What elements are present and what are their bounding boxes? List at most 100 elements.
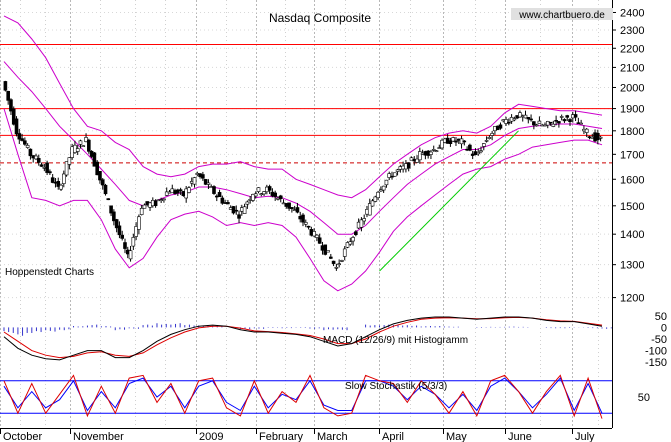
candle-body	[518, 112, 522, 118]
candle-body	[507, 121, 511, 124]
candle-body	[559, 116, 564, 118]
candle-body	[551, 123, 556, 127]
price-tick-label: 1700	[620, 149, 644, 161]
macd-tick-label: -100	[645, 346, 667, 358]
candle-body	[367, 203, 372, 216]
candle-body	[573, 114, 578, 118]
price-tick-label: 1600	[620, 174, 644, 186]
candle-body	[106, 198, 111, 201]
macd-tick-label: 0	[661, 322, 667, 334]
month-label: June	[508, 431, 532, 442]
candle-body	[387, 173, 392, 178]
candle-body	[100, 179, 105, 186]
candle-body	[317, 237, 322, 244]
candle-body	[23, 140, 27, 145]
candle-body	[137, 216, 141, 230]
candle-body	[498, 124, 503, 129]
candle-body	[454, 140, 458, 143]
candle-body	[312, 231, 316, 237]
price-tick-label: 2100	[620, 62, 644, 74]
candle-body	[359, 219, 364, 228]
candle-body	[164, 191, 169, 196]
macd-tick-label: 50	[655, 311, 667, 323]
macd-signal-line	[3, 316, 603, 359]
candle-body	[490, 133, 494, 136]
price-tick-label: 1200	[620, 293, 644, 305]
candle-body	[345, 242, 350, 248]
candle-body	[187, 187, 191, 193]
watermark: www.chartbuero.de	[518, 10, 605, 21]
candle-body	[139, 208, 144, 215]
candle-body	[395, 169, 400, 172]
candle-body	[253, 193, 258, 197]
candle-body	[479, 150, 483, 153]
candle-body	[98, 171, 102, 181]
price-tick-label: 1800	[620, 126, 644, 138]
candle-body	[162, 198, 166, 201]
candle-body	[84, 137, 88, 142]
candle-body	[48, 171, 52, 174]
candle-body	[11, 108, 16, 125]
candle-body	[226, 202, 230, 205]
candle-body	[381, 185, 386, 191]
candle-body	[451, 137, 455, 142]
watermark-box	[511, 8, 613, 20]
candle-body	[562, 119, 567, 122]
candle-body	[409, 157, 414, 161]
candle-body	[103, 184, 108, 195]
candle-body	[440, 139, 444, 149]
candle-body	[329, 256, 333, 259]
candle-body	[373, 196, 378, 202]
candle-body	[301, 214, 305, 223]
candle-body	[45, 162, 49, 173]
candle-body	[67, 157, 72, 165]
candle-body	[315, 234, 319, 238]
candle-body	[290, 207, 294, 209]
candle-body	[303, 222, 308, 225]
candle-body	[231, 206, 236, 214]
month-label: May	[446, 431, 467, 442]
candle-body	[568, 119, 572, 123]
candle-body	[532, 121, 536, 126]
candle-body	[220, 197, 225, 204]
candle-body	[351, 237, 355, 242]
candle-body	[267, 186, 272, 191]
candle-body	[36, 158, 41, 163]
candle-body	[548, 121, 553, 124]
candle-body	[14, 118, 19, 135]
candle-body	[203, 179, 208, 185]
candle-body	[109, 205, 113, 214]
candle-body	[134, 226, 138, 237]
candle-body	[598, 136, 603, 139]
bollinger-upper	[3, 15, 603, 199]
month-label: March	[317, 431, 348, 442]
candle-body	[251, 194, 255, 201]
candle-body	[584, 128, 589, 133]
candle-body	[59, 184, 63, 190]
candle-body	[348, 241, 353, 245]
stoch-panel	[0, 374, 612, 419]
month-label: February	[259, 431, 304, 442]
candle-body	[306, 225, 311, 228]
candle-body	[212, 186, 216, 194]
candle-body	[526, 117, 531, 120]
candle-body	[596, 132, 600, 141]
candle-body	[81, 145, 86, 147]
stochastic-label: Slow Stochastik (5/3/3)	[345, 381, 447, 392]
price-tick-label: 1500	[620, 201, 644, 213]
candle-body	[323, 244, 328, 255]
candle-body	[95, 161, 99, 176]
candle-body	[342, 248, 347, 257]
candle-body	[112, 211, 116, 222]
candle-body	[337, 263, 341, 266]
candle-body	[379, 189, 383, 192]
candle-body	[20, 138, 24, 141]
candle-body	[217, 192, 222, 198]
price-tick-label: 1300	[620, 260, 644, 272]
candle-body	[39, 164, 44, 167]
candle-body	[3, 81, 8, 91]
candle-body	[537, 120, 542, 124]
candle-body	[481, 143, 486, 147]
bollinger-lower	[3, 108, 603, 292]
candle-body	[92, 152, 97, 167]
